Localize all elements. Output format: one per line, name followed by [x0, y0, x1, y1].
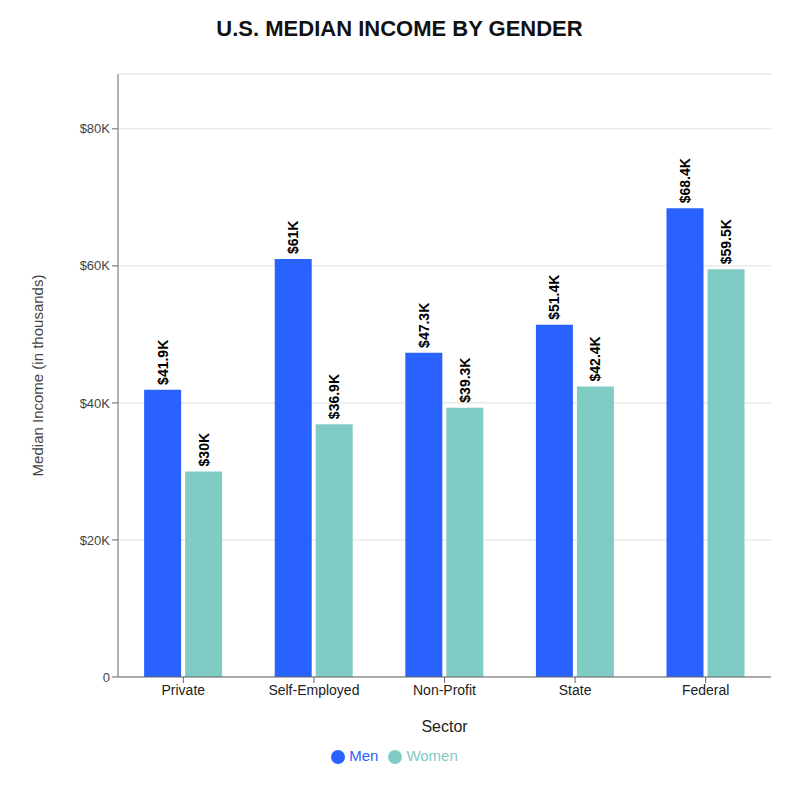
svg-text:$61K: $61K [285, 221, 301, 254]
html-text:U.S. MEDIAN INCOME BY GENDER: U.S. MEDIAN INCOME BY GENDER [216, 16, 583, 41]
svg-text:$47.3K: $47.3K [416, 303, 432, 348]
svg-text:Sector: Sector [421, 718, 468, 735]
svg-text:Federal: Federal [682, 682, 729, 698]
svg-text:$41.9K: $41.9K [155, 340, 171, 385]
svg-text:$20K: $20K [80, 533, 111, 548]
svg-text:Median Income (in thousands): Median Income (in thousands) [29, 275, 46, 477]
svg-text:$68.4K: $68.4K [677, 158, 693, 203]
svg-text:$51.4K: $51.4K [546, 275, 562, 320]
svg-text:$39.3K: $39.3K [457, 358, 473, 403]
svg-text:0: 0 [103, 670, 110, 685]
svg-text:$60K: $60K [80, 258, 111, 273]
html-text:Men: Men [349, 747, 379, 764]
svg-text:State: State [559, 682, 592, 698]
svg-text:$36.9K: $36.9K [326, 374, 342, 419]
svg-text:Private: Private [162, 682, 206, 698]
svg-text:$42.4K: $42.4K [587, 336, 603, 381]
html-text:Women: Women [406, 747, 458, 764]
svg-text:$59.5K: $59.5K [718, 219, 734, 264]
svg-text:$80K: $80K [80, 121, 111, 136]
svg-text:$40K: $40K [80, 396, 111, 411]
svg-text:$30K: $30K [196, 433, 212, 466]
svg-text:Self-Employed: Self-Employed [268, 682, 359, 698]
svg-text:Non-Profit: Non-Profit [413, 682, 476, 698]
